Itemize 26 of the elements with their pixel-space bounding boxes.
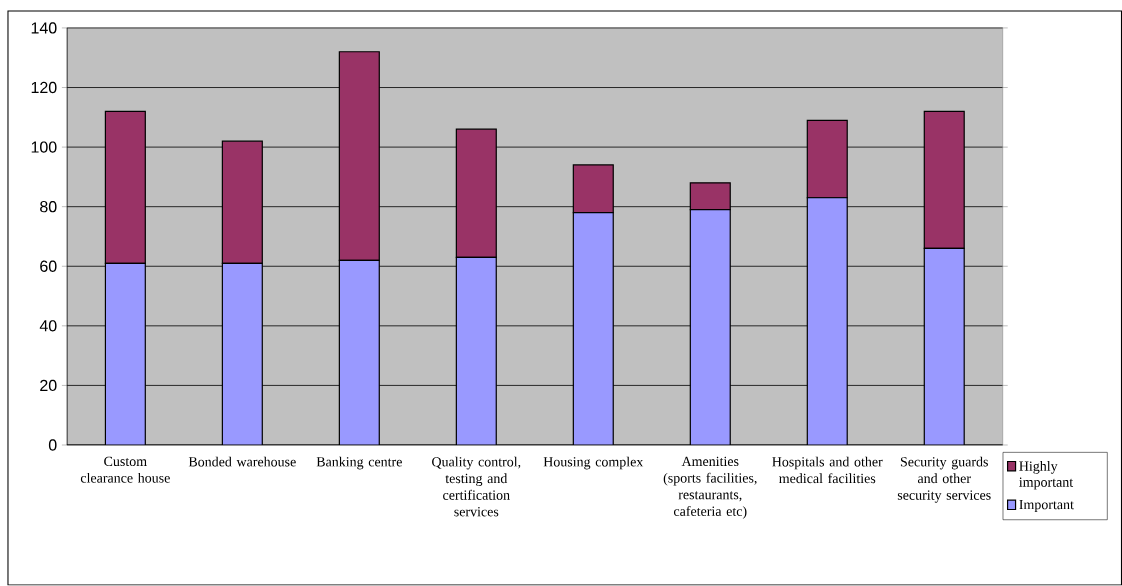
x-tick-label: Security guards and other security services (897, 456, 991, 503)
x-tick-label: Quality control, testing and certification services (432, 456, 521, 517)
x-tick-label: Custom clearance house (80, 456, 170, 483)
y-tick-label: 80 (40, 201, 57, 213)
x-tick-label: Bonded warehouse (188, 456, 296, 467)
x-tick-label: Hospitals and other medical facilities (772, 456, 883, 484)
y-tick-label: 20 (40, 379, 57, 392)
y-tick-label: 60 (40, 260, 57, 273)
bar (104, 262, 146, 446)
y-tick-label: 120 (31, 82, 57, 94)
bar (806, 197, 848, 446)
bar (221, 262, 263, 446)
bar (455, 256, 497, 446)
bar (338, 259, 380, 446)
x-tick-label: Housing complex (543, 456, 644, 470)
bar (923, 248, 965, 446)
x-tick-label: Amenities (sports facilities, restaurants, cafeteria etc) (663, 456, 757, 519)
bar (572, 212, 614, 446)
x-tick-label: Banking centre (316, 456, 402, 470)
y-tick-label: 0 (48, 439, 57, 451)
y-tick-label: 100 (31, 141, 57, 153)
legend-label: Important (1019, 500, 1074, 513)
bar (689, 209, 731, 446)
y-tick-label: 140 (31, 22, 57, 34)
y-tick-label: 40 (39, 320, 57, 332)
legend-label: Highly important (1019, 461, 1074, 490)
